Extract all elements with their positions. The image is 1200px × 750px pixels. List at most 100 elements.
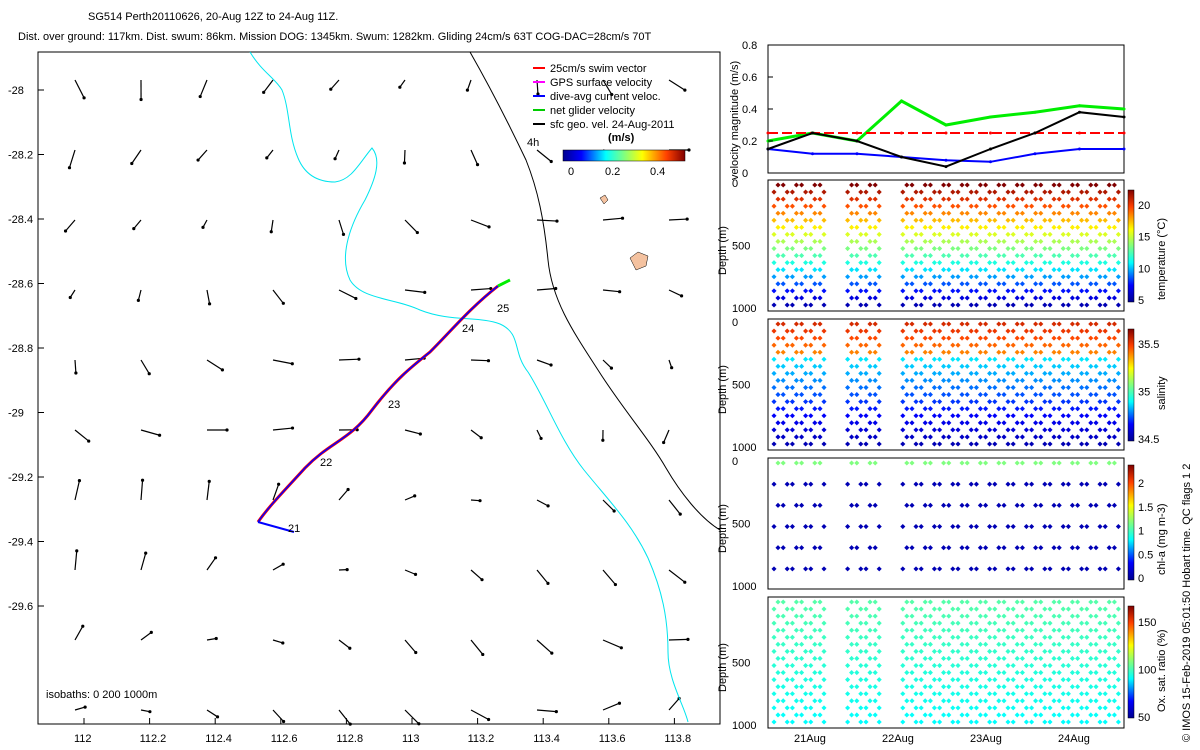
depth-ylabel: Depth (m)	[717, 504, 729, 553]
current-arrow-head	[620, 216, 625, 220]
colorbar-tick: 0	[568, 166, 574, 178]
profile-point	[959, 224, 965, 230]
profile-point	[775, 392, 781, 398]
profile-point	[821, 719, 827, 725]
profile-point	[900, 523, 906, 530]
profile-point	[1010, 189, 1016, 195]
current-arrow	[266, 149, 274, 159]
profile-point	[849, 406, 855, 412]
profile-point	[1075, 295, 1081, 301]
profile-point	[1075, 712, 1081, 718]
profile-point	[876, 370, 882, 376]
profile-point	[821, 441, 827, 447]
profile-point	[913, 245, 919, 252]
profile-point	[909, 335, 915, 341]
profile-point	[909, 238, 915, 245]
profile-point	[1042, 441, 1048, 447]
profile-point	[808, 413, 814, 419]
profile-point	[1088, 627, 1094, 633]
profile-point	[904, 502, 910, 508]
profile-point	[863, 441, 869, 447]
current-arrow-head	[683, 580, 687, 584]
profile-point	[1097, 245, 1103, 252]
profile-point	[992, 441, 998, 447]
profile-point	[922, 335, 928, 341]
profile-point	[1051, 267, 1057, 273]
profile-point	[950, 370, 956, 376]
profile-point	[1111, 599, 1117, 605]
profile-point	[946, 335, 952, 341]
profile-point	[1047, 566, 1053, 572]
profile-point	[1029, 203, 1035, 209]
profile-point	[849, 253, 855, 259]
profile-point	[968, 342, 974, 348]
profile-point	[904, 627, 910, 633]
profile-point	[1001, 392, 1007, 398]
salinity-colorbar	[1127, 328, 1135, 442]
profile-point	[1005, 399, 1011, 405]
profile-point	[1010, 634, 1016, 640]
profile-point	[983, 363, 989, 369]
chla-colorbar	[1127, 464, 1135, 581]
profile-point	[1111, 420, 1117, 426]
profile-point	[909, 670, 915, 676]
profile-point	[845, 342, 851, 348]
profile-point	[1097, 399, 1103, 405]
current-arrow-head	[348, 722, 352, 726]
profile-point	[1060, 481, 1066, 487]
profile-point	[1115, 328, 1121, 334]
profile-point	[987, 260, 993, 266]
lon-tick-label: 112.6	[271, 733, 298, 745]
profile-point	[1115, 606, 1121, 612]
current-arrow-head	[148, 710, 152, 714]
profile-point	[1079, 189, 1085, 195]
profile-point	[950, 427, 956, 433]
profile-point	[955, 523, 961, 530]
profile-point	[808, 245, 814, 252]
profile-point	[867, 613, 873, 619]
profile-point	[1060, 288, 1066, 294]
profile-point	[918, 648, 924, 654]
profile-point	[918, 288, 924, 294]
profile-point	[1014, 363, 1020, 369]
profile-point	[854, 321, 860, 327]
profile-point	[937, 189, 943, 195]
profile-point	[1023, 302, 1029, 308]
profile-point	[793, 434, 799, 440]
colorbar-tick: 35	[1138, 387, 1150, 399]
profile-point	[918, 691, 924, 697]
profile-point	[1102, 691, 1108, 697]
profile-point	[854, 641, 860, 647]
profile-point	[996, 502, 1002, 508]
profile-point	[973, 441, 979, 447]
profile-point	[1111, 267, 1117, 273]
profile-point	[821, 203, 827, 209]
profile-point	[812, 392, 818, 398]
profile-point	[904, 655, 910, 662]
profile-point	[968, 260, 974, 266]
profile-point	[1005, 274, 1011, 280]
profile-point	[1079, 356, 1085, 362]
profile-point	[1038, 392, 1044, 398]
profile-point	[803, 677, 809, 683]
profile-point	[799, 321, 805, 327]
profile-point	[1001, 321, 1007, 327]
profile-point	[1042, 245, 1048, 252]
current-arrow	[466, 79, 472, 91]
profile-point	[950, 691, 956, 697]
current-arrow-head	[281, 641, 285, 645]
profile-point	[867, 224, 873, 230]
profile-point	[799, 253, 805, 259]
profile-point	[1093, 295, 1099, 301]
current-arrow-head	[402, 161, 407, 165]
profile-point	[1033, 281, 1039, 287]
profile-point	[941, 210, 947, 216]
profile-point	[1088, 434, 1094, 440]
current-arrow	[470, 569, 483, 581]
profile-point	[959, 196, 965, 202]
profile-point	[1023, 648, 1029, 654]
profile-point	[872, 196, 878, 202]
profile-point	[817, 392, 823, 398]
profile-point	[872, 502, 878, 508]
profile-point	[1038, 655, 1044, 662]
